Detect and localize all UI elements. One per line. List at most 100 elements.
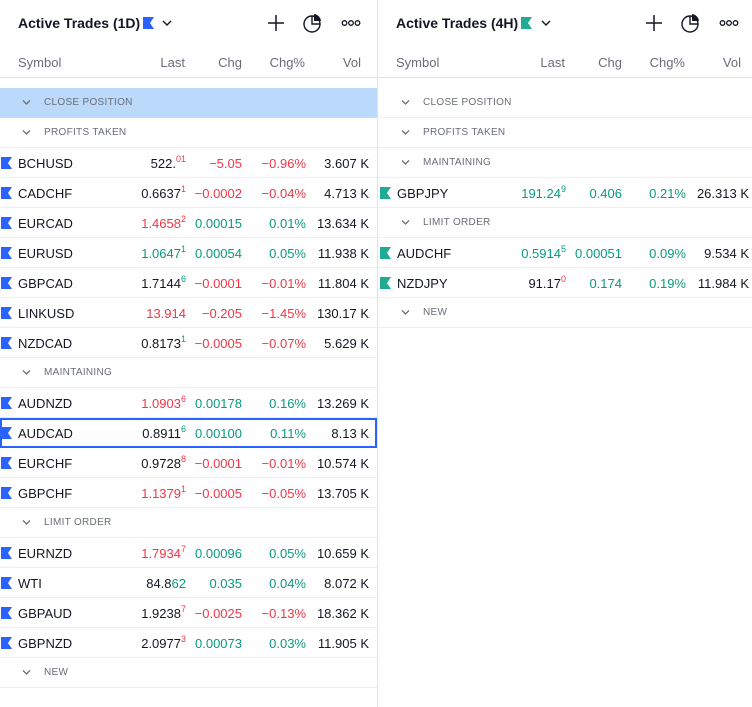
section-label: CLOSE POSITION bbox=[44, 97, 133, 108]
chevron-down-icon[interactable] bbox=[401, 309, 410, 316]
volume-cell: 8.13 K bbox=[331, 426, 369, 441]
section-header[interactable]: MAINTAINING bbox=[379, 148, 752, 178]
chevron-down-icon[interactable] bbox=[401, 129, 410, 136]
chevron-down-icon[interactable] bbox=[22, 129, 31, 136]
section-header[interactable]: NEW bbox=[0, 658, 377, 688]
change-percent-cell: 0.03% bbox=[269, 636, 306, 651]
flag-icon[interactable] bbox=[1, 607, 12, 619]
pie-chart-icon[interactable] bbox=[680, 13, 700, 33]
section-label: CLOSE POSITION bbox=[423, 97, 512, 108]
volume-cell: 11.984 K bbox=[697, 276, 749, 291]
chevron-down-icon[interactable] bbox=[401, 99, 410, 106]
last-main: 91.17 bbox=[528, 276, 561, 291]
col-symbol[interactable]: Symbol bbox=[396, 55, 440, 70]
more-horizontal-icon[interactable] bbox=[341, 13, 361, 33]
col-chgp[interactable]: Chg% bbox=[269, 55, 305, 70]
table-row[interactable]: AUDCHF 0.59145 0.00051 0.09% 9.534 K bbox=[379, 238, 752, 268]
section-header[interactable]: CLOSE POSITION bbox=[379, 88, 752, 118]
col-chg[interactable]: Chg bbox=[598, 55, 622, 70]
section-header[interactable]: LIMIT ORDER bbox=[0, 508, 377, 538]
more-horizontal-icon[interactable] bbox=[719, 13, 739, 33]
col-last[interactable]: Last bbox=[540, 55, 565, 70]
flag-icon[interactable] bbox=[521, 17, 532, 29]
change-cell: −0.0005 bbox=[194, 336, 242, 351]
last-cell: 522.01 bbox=[151, 154, 186, 171]
flag-icon[interactable] bbox=[1, 307, 12, 319]
table-row[interactable]: AUDNZD 1.09036 0.00178 0.16% 13.269 K bbox=[0, 388, 377, 418]
flag-icon[interactable] bbox=[1, 337, 12, 349]
table-row[interactable]: CADCHF 0.66371 −0.0002 −0.04% 4.713 K bbox=[0, 178, 377, 208]
table-row[interactable]: WTI 84.862 0.035 0.04% 8.072 K bbox=[0, 568, 377, 598]
watchlist-title[interactable]: Active Trades (4H) bbox=[396, 15, 519, 31]
section-header[interactable]: CLOSE POSITION bbox=[0, 88, 377, 118]
watchlist-title[interactable]: Active Trades (1D) bbox=[18, 15, 141, 31]
flag-icon[interactable] bbox=[1, 457, 12, 469]
chevron-down-icon[interactable] bbox=[22, 669, 31, 676]
col-vol[interactable]: Vol bbox=[342, 55, 361, 70]
flag-icon[interactable] bbox=[143, 17, 154, 29]
last-fraction: 9 bbox=[560, 184, 566, 194]
flag-icon[interactable] bbox=[1, 427, 12, 439]
table-row[interactable]: GBPAUD 1.92387 −0.0025 −0.13% 18.362 K bbox=[0, 598, 377, 628]
chevron-down-icon[interactable] bbox=[22, 519, 31, 526]
chevron-down-icon[interactable] bbox=[401, 159, 410, 166]
flag-icon[interactable] bbox=[380, 187, 391, 199]
chevron-down-icon[interactable] bbox=[541, 19, 551, 27]
watchlist-body: CLOSE POSITION PROFITS TAKEN BCHUSD 522.01 −… bbox=[0, 88, 377, 688]
change-percent-cell: −0.13% bbox=[261, 606, 306, 621]
section-header[interactable]: LIMIT ORDER bbox=[379, 208, 752, 238]
section-label: NEW bbox=[423, 307, 448, 318]
symbol-cell: NZDJPY bbox=[397, 276, 448, 291]
col-vol[interactable]: Vol bbox=[722, 55, 741, 70]
section-header[interactable]: MAINTAINING bbox=[0, 358, 377, 388]
col-last[interactable]: Last bbox=[160, 55, 185, 70]
flag-icon[interactable] bbox=[380, 247, 391, 259]
table-row[interactable]: GBPNZD 2.09773 0.00073 0.03% 11.905 K bbox=[0, 628, 377, 658]
column-headers: Symbol Last Chg Chg% Vol bbox=[0, 46, 377, 78]
last-main: 0.8911 bbox=[142, 426, 181, 441]
flag-icon[interactable] bbox=[1, 217, 12, 229]
last-cell: 191.249 bbox=[521, 184, 566, 201]
flag-icon[interactable] bbox=[1, 277, 12, 289]
col-chg[interactable]: Chg bbox=[218, 55, 242, 70]
flag-icon[interactable] bbox=[1, 187, 12, 199]
table-row[interactable]: LINKUSD 13.914 −0.205 −1.45% 130.17 K bbox=[0, 298, 377, 328]
col-symbol[interactable]: Symbol bbox=[18, 55, 62, 70]
flag-icon[interactable] bbox=[1, 487, 12, 499]
flag-icon[interactable] bbox=[1, 397, 12, 409]
flag-icon[interactable] bbox=[1, 637, 12, 649]
symbol-cell: BCHUSD bbox=[18, 156, 73, 171]
col-chgp[interactable]: Chg% bbox=[649, 55, 685, 70]
volume-cell: 11.804 K bbox=[317, 276, 369, 291]
table-row[interactable]: NZDCAD 0.81731 −0.0005 −0.07% 5.629 K bbox=[0, 328, 377, 358]
chevron-down-icon[interactable] bbox=[22, 369, 31, 376]
flag-icon[interactable] bbox=[1, 157, 12, 169]
section-header[interactable]: PROFITS TAKEN bbox=[379, 118, 752, 148]
table-row[interactable]: EURCAD 1.46582 0.00015 0.01% 13.634 K bbox=[0, 208, 377, 238]
pie-chart-icon[interactable] bbox=[302, 13, 322, 33]
table-row[interactable]: NZDJPY 91.170 0.174 0.19% 11.984 K bbox=[379, 268, 752, 298]
section-header[interactable]: PROFITS TAKEN bbox=[0, 118, 377, 148]
chevron-down-icon[interactable] bbox=[401, 219, 410, 226]
flag-icon[interactable] bbox=[1, 247, 12, 259]
flag-icon[interactable] bbox=[1, 547, 12, 559]
last-cell: 84.862 bbox=[146, 576, 186, 591]
plus-icon[interactable] bbox=[266, 13, 286, 33]
chevron-down-icon[interactable] bbox=[22, 99, 31, 106]
flag-icon[interactable] bbox=[1, 577, 12, 589]
table-row[interactable]: EURNZD 1.79347 0.00096 0.05% 10.659 K bbox=[0, 538, 377, 568]
table-row[interactable]: GBPCHF 1.13791 −0.0005 −0.05% 13.705 K bbox=[0, 478, 377, 508]
last-fraction: 5 bbox=[560, 244, 566, 254]
change-cell: −5.05 bbox=[209, 156, 242, 171]
table-row[interactable]: GBPCAD 1.71446 −0.0001 −0.01% 11.804 K bbox=[0, 268, 377, 298]
symbol-cell: GBPCHF bbox=[18, 486, 73, 501]
chevron-down-icon[interactable] bbox=[162, 19, 172, 27]
flag-icon[interactable] bbox=[380, 277, 391, 289]
section-header[interactable]: NEW bbox=[379, 298, 752, 328]
table-row[interactable]: EURUSD 1.06471 0.00054 0.05% 11.938 K bbox=[0, 238, 377, 268]
plus-icon[interactable] bbox=[644, 13, 664, 33]
table-row[interactable]: BCHUSD 522.01 −5.05 −0.96% 3.607 K bbox=[0, 148, 377, 178]
table-row[interactable]: EURCHF 0.97288 −0.0001 −0.01% 10.574 K bbox=[0, 448, 377, 478]
table-row[interactable]: GBPJPY 191.249 0.406 0.21% 26.313 K bbox=[379, 178, 752, 208]
table-row[interactable]: AUDCAD 0.89116 0.00100 0.11% 8.13 K bbox=[0, 418, 377, 448]
